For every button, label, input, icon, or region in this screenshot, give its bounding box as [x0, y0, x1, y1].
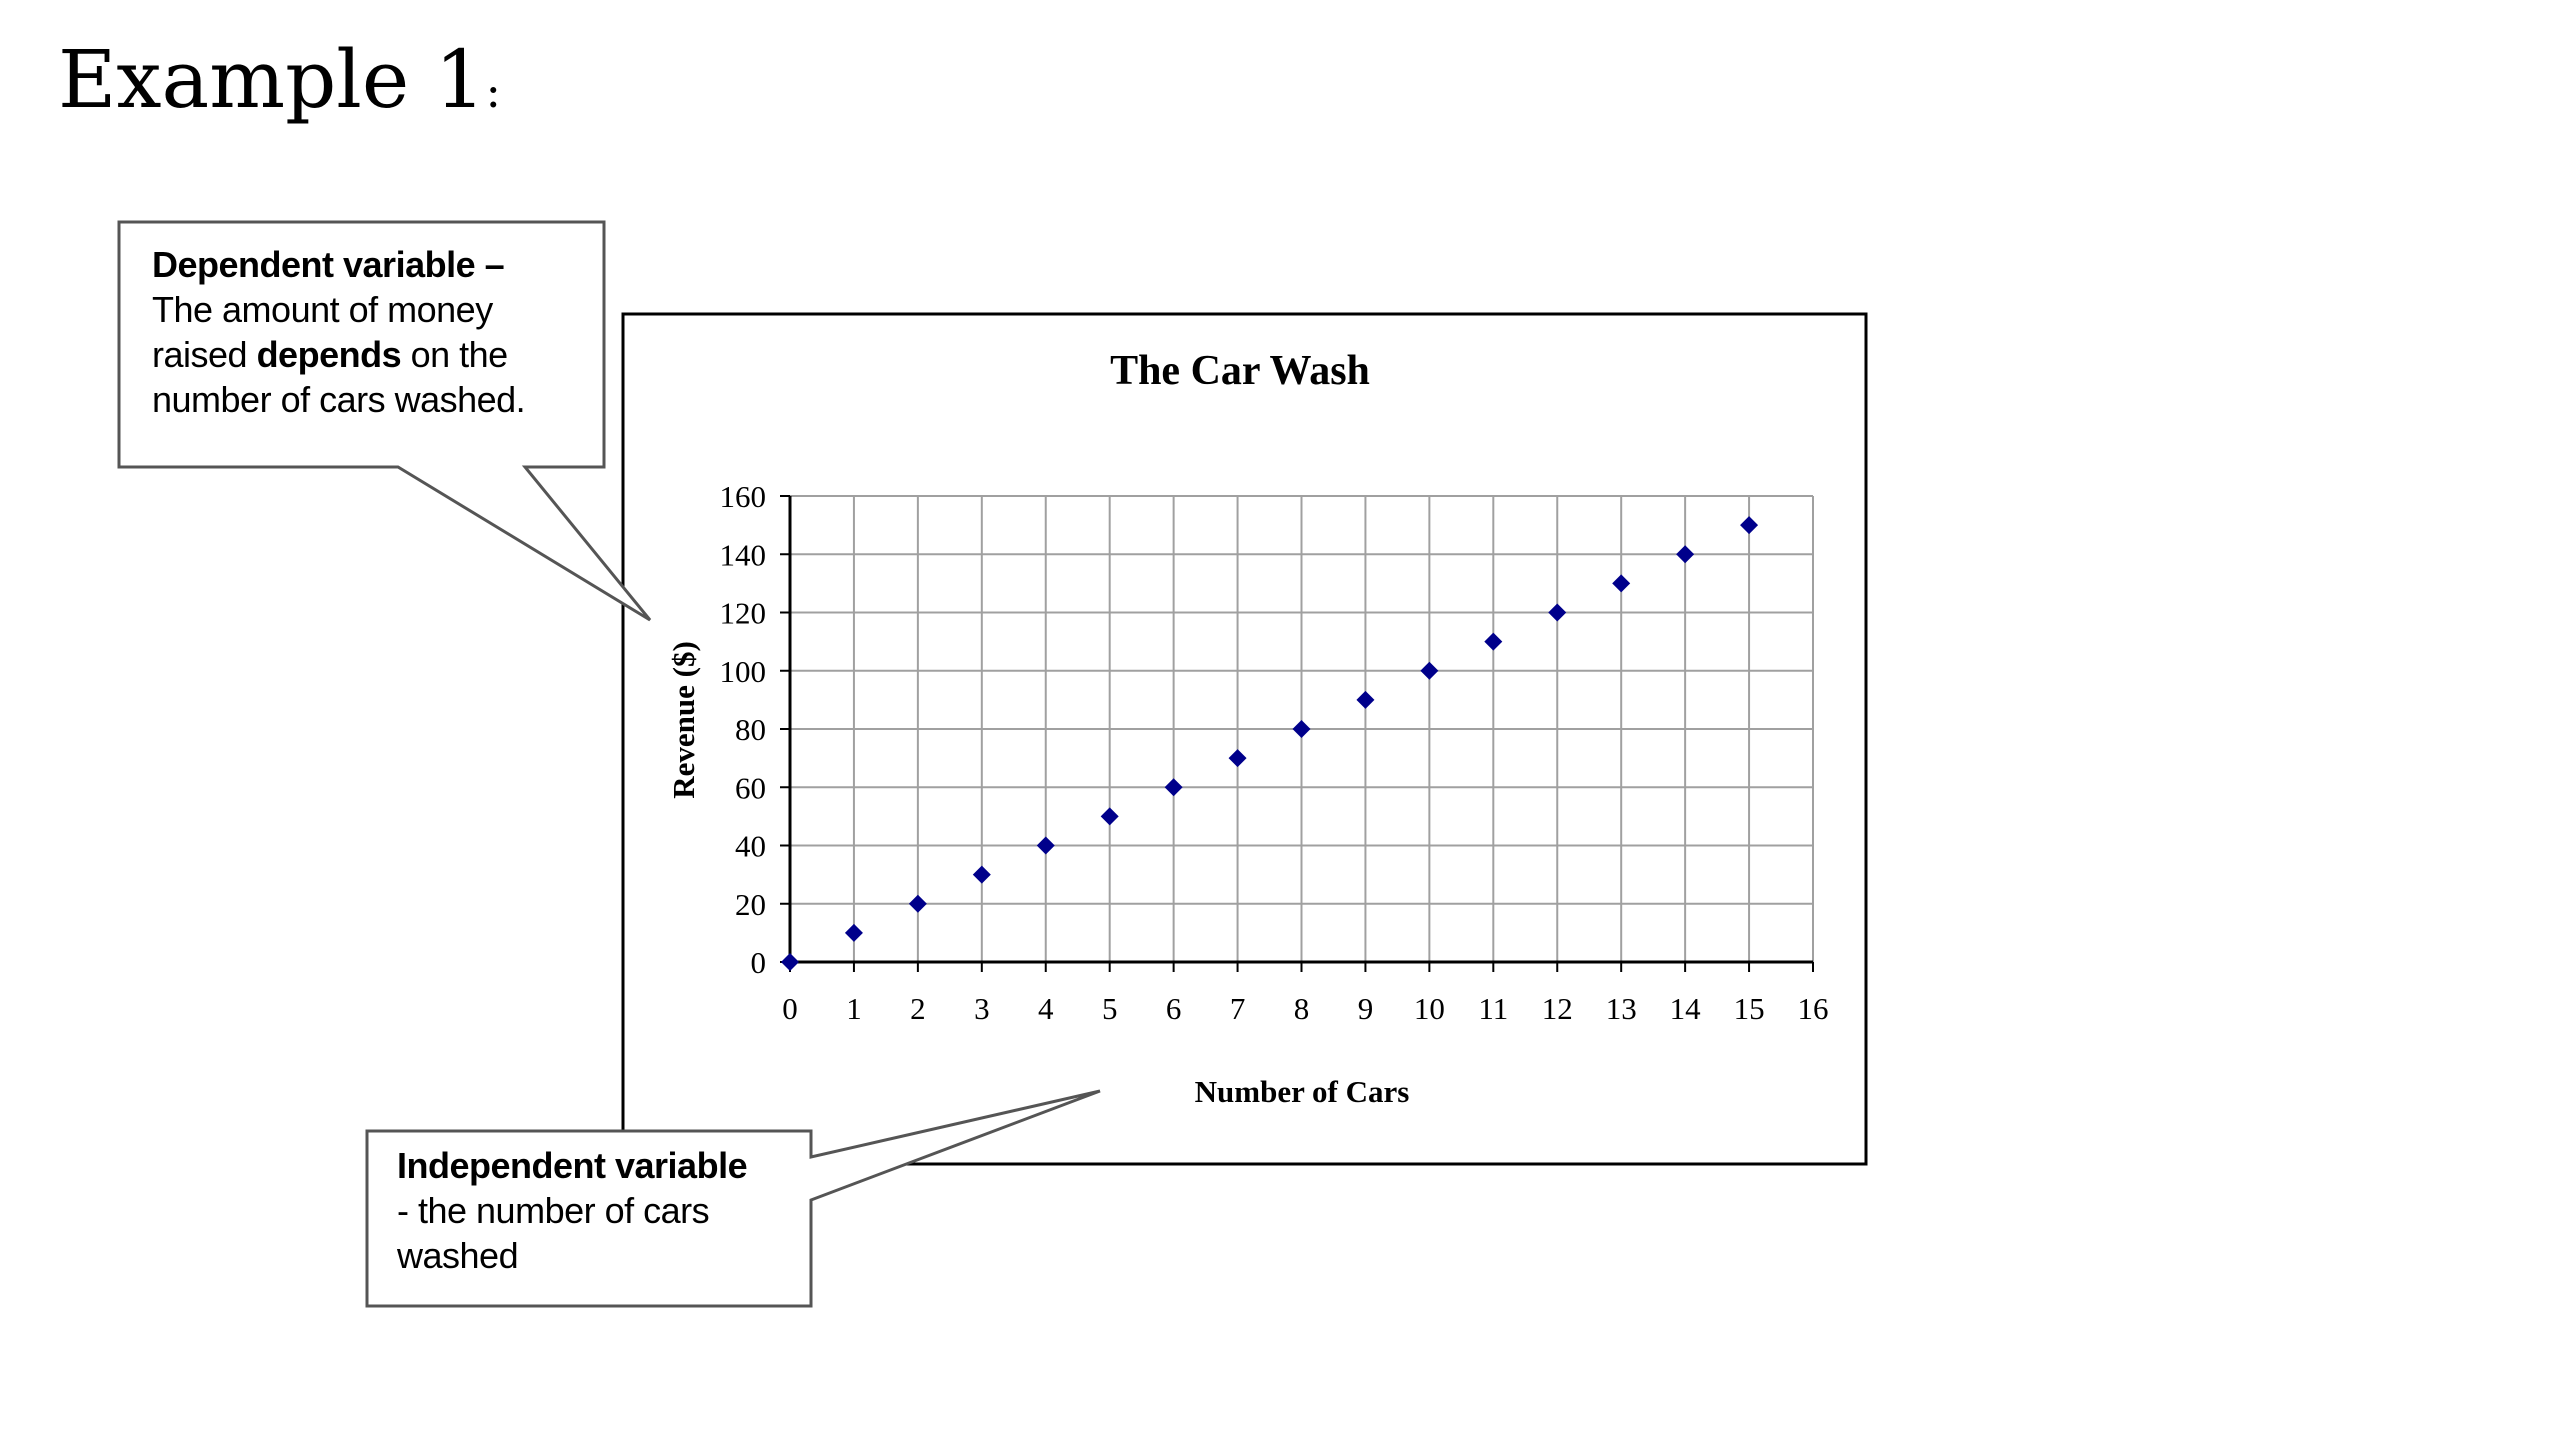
- data-point: [781, 953, 799, 971]
- independent-callout-line1: - the number of cars: [397, 1190, 710, 1231]
- independent-callout-title: Independent variable: [397, 1145, 748, 1186]
- dependent-callout-text: Dependent variable – The amount of money…: [152, 242, 592, 422]
- x-tick-label: 11: [1478, 991, 1508, 1026]
- data-point: [1100, 807, 1119, 826]
- data-point: [1228, 749, 1247, 768]
- y-tick-label: 160: [720, 479, 767, 514]
- data-point: [1036, 836, 1055, 855]
- x-tick-label: 8: [1294, 991, 1310, 1026]
- data-point: [972, 865, 991, 884]
- dependent-callout-title: Dependent variable –: [152, 244, 505, 285]
- x-tick-label: 13: [1606, 991, 1637, 1026]
- y-tick-label: 80: [735, 712, 766, 747]
- x-tick-labels: 0 1 2 3 4 5 6 7 8 9 10 11 12 13 14 15 16: [782, 991, 1828, 1026]
- independent-variable-callout: [365, 1089, 1101, 1308]
- y-tick-label: 60: [735, 770, 766, 805]
- page-heading: Example 1:: [58, 40, 501, 120]
- x-tick-label: 12: [1542, 991, 1573, 1026]
- data-point: [1420, 661, 1439, 680]
- x-tick-label: 6: [1166, 991, 1182, 1026]
- x-tick-label: 3: [974, 991, 990, 1026]
- data-point: [1292, 720, 1311, 738]
- data-point: [1484, 632, 1503, 651]
- data-point: [1548, 603, 1567, 622]
- data-point: [1740, 516, 1759, 535]
- x-tick-label: 7: [1230, 991, 1246, 1026]
- dependent-callout-line3: number of cars washed.: [152, 379, 526, 420]
- x-tick-label: 16: [1798, 991, 1829, 1026]
- x-tick-label: 0: [782, 991, 798, 1026]
- y-tick-label: 100: [720, 654, 767, 689]
- chart-frame: [621, 312, 1868, 1166]
- y-tick-label: 140: [720, 537, 767, 572]
- y-tick-label: 120: [720, 596, 767, 631]
- dependent-line2-prefix: raised: [152, 334, 257, 375]
- x-tick-label: 9: [1358, 991, 1374, 1026]
- x-tick-label: 10: [1414, 991, 1445, 1026]
- data-point: [1164, 778, 1183, 797]
- data-point: [1676, 545, 1695, 564]
- dependent-line2-bold: depends: [256, 334, 402, 375]
- x-axis-label: Number of Cars: [1195, 1074, 1410, 1109]
- dependent-callout-shape: [117, 220, 652, 622]
- y-tick-label: 40: [735, 829, 766, 864]
- gridlines: [790, 495, 1814, 962]
- x-tick-label: 4: [1038, 991, 1054, 1026]
- x-tick-label: 14: [1670, 991, 1702, 1026]
- x-tick-label: 15: [1734, 991, 1765, 1026]
- axes: [780, 495, 1814, 972]
- y-axis-label: Revenue ($): [666, 641, 701, 799]
- dependent-variable-callout: [117, 220, 652, 622]
- data-point: [844, 923, 863, 942]
- x-tick-label: 1: [846, 991, 862, 1026]
- dependent-callout-line1: The amount of money: [152, 289, 493, 330]
- data-point: [1356, 690, 1375, 709]
- data-points: [781, 516, 1759, 971]
- independent-callout-shape: [365, 1089, 1101, 1308]
- y-tick-labels: 0 20 40 60 80 100 120 140 160: [720, 479, 767, 980]
- heading-main: Example 1: [58, 33, 486, 126]
- x-tick-label: 5: [1102, 991, 1118, 1026]
- chart-title: The Car Wash: [1110, 348, 1370, 394]
- x-tick-label: 2: [910, 991, 926, 1026]
- data-point: [908, 894, 927, 913]
- dependent-line2-suffix: on the: [401, 334, 509, 375]
- independent-callout-line2: washed: [397, 1235, 519, 1276]
- dependent-callout-line2: raised depends on the: [152, 332, 592, 377]
- y-tick-label: 20: [735, 887, 766, 922]
- heading-colon: :: [485, 64, 502, 118]
- independent-callout-text: Independent variable - the number of car…: [397, 1143, 797, 1278]
- data-point: [1612, 574, 1631, 593]
- y-tick-label: 0: [751, 945, 767, 980]
